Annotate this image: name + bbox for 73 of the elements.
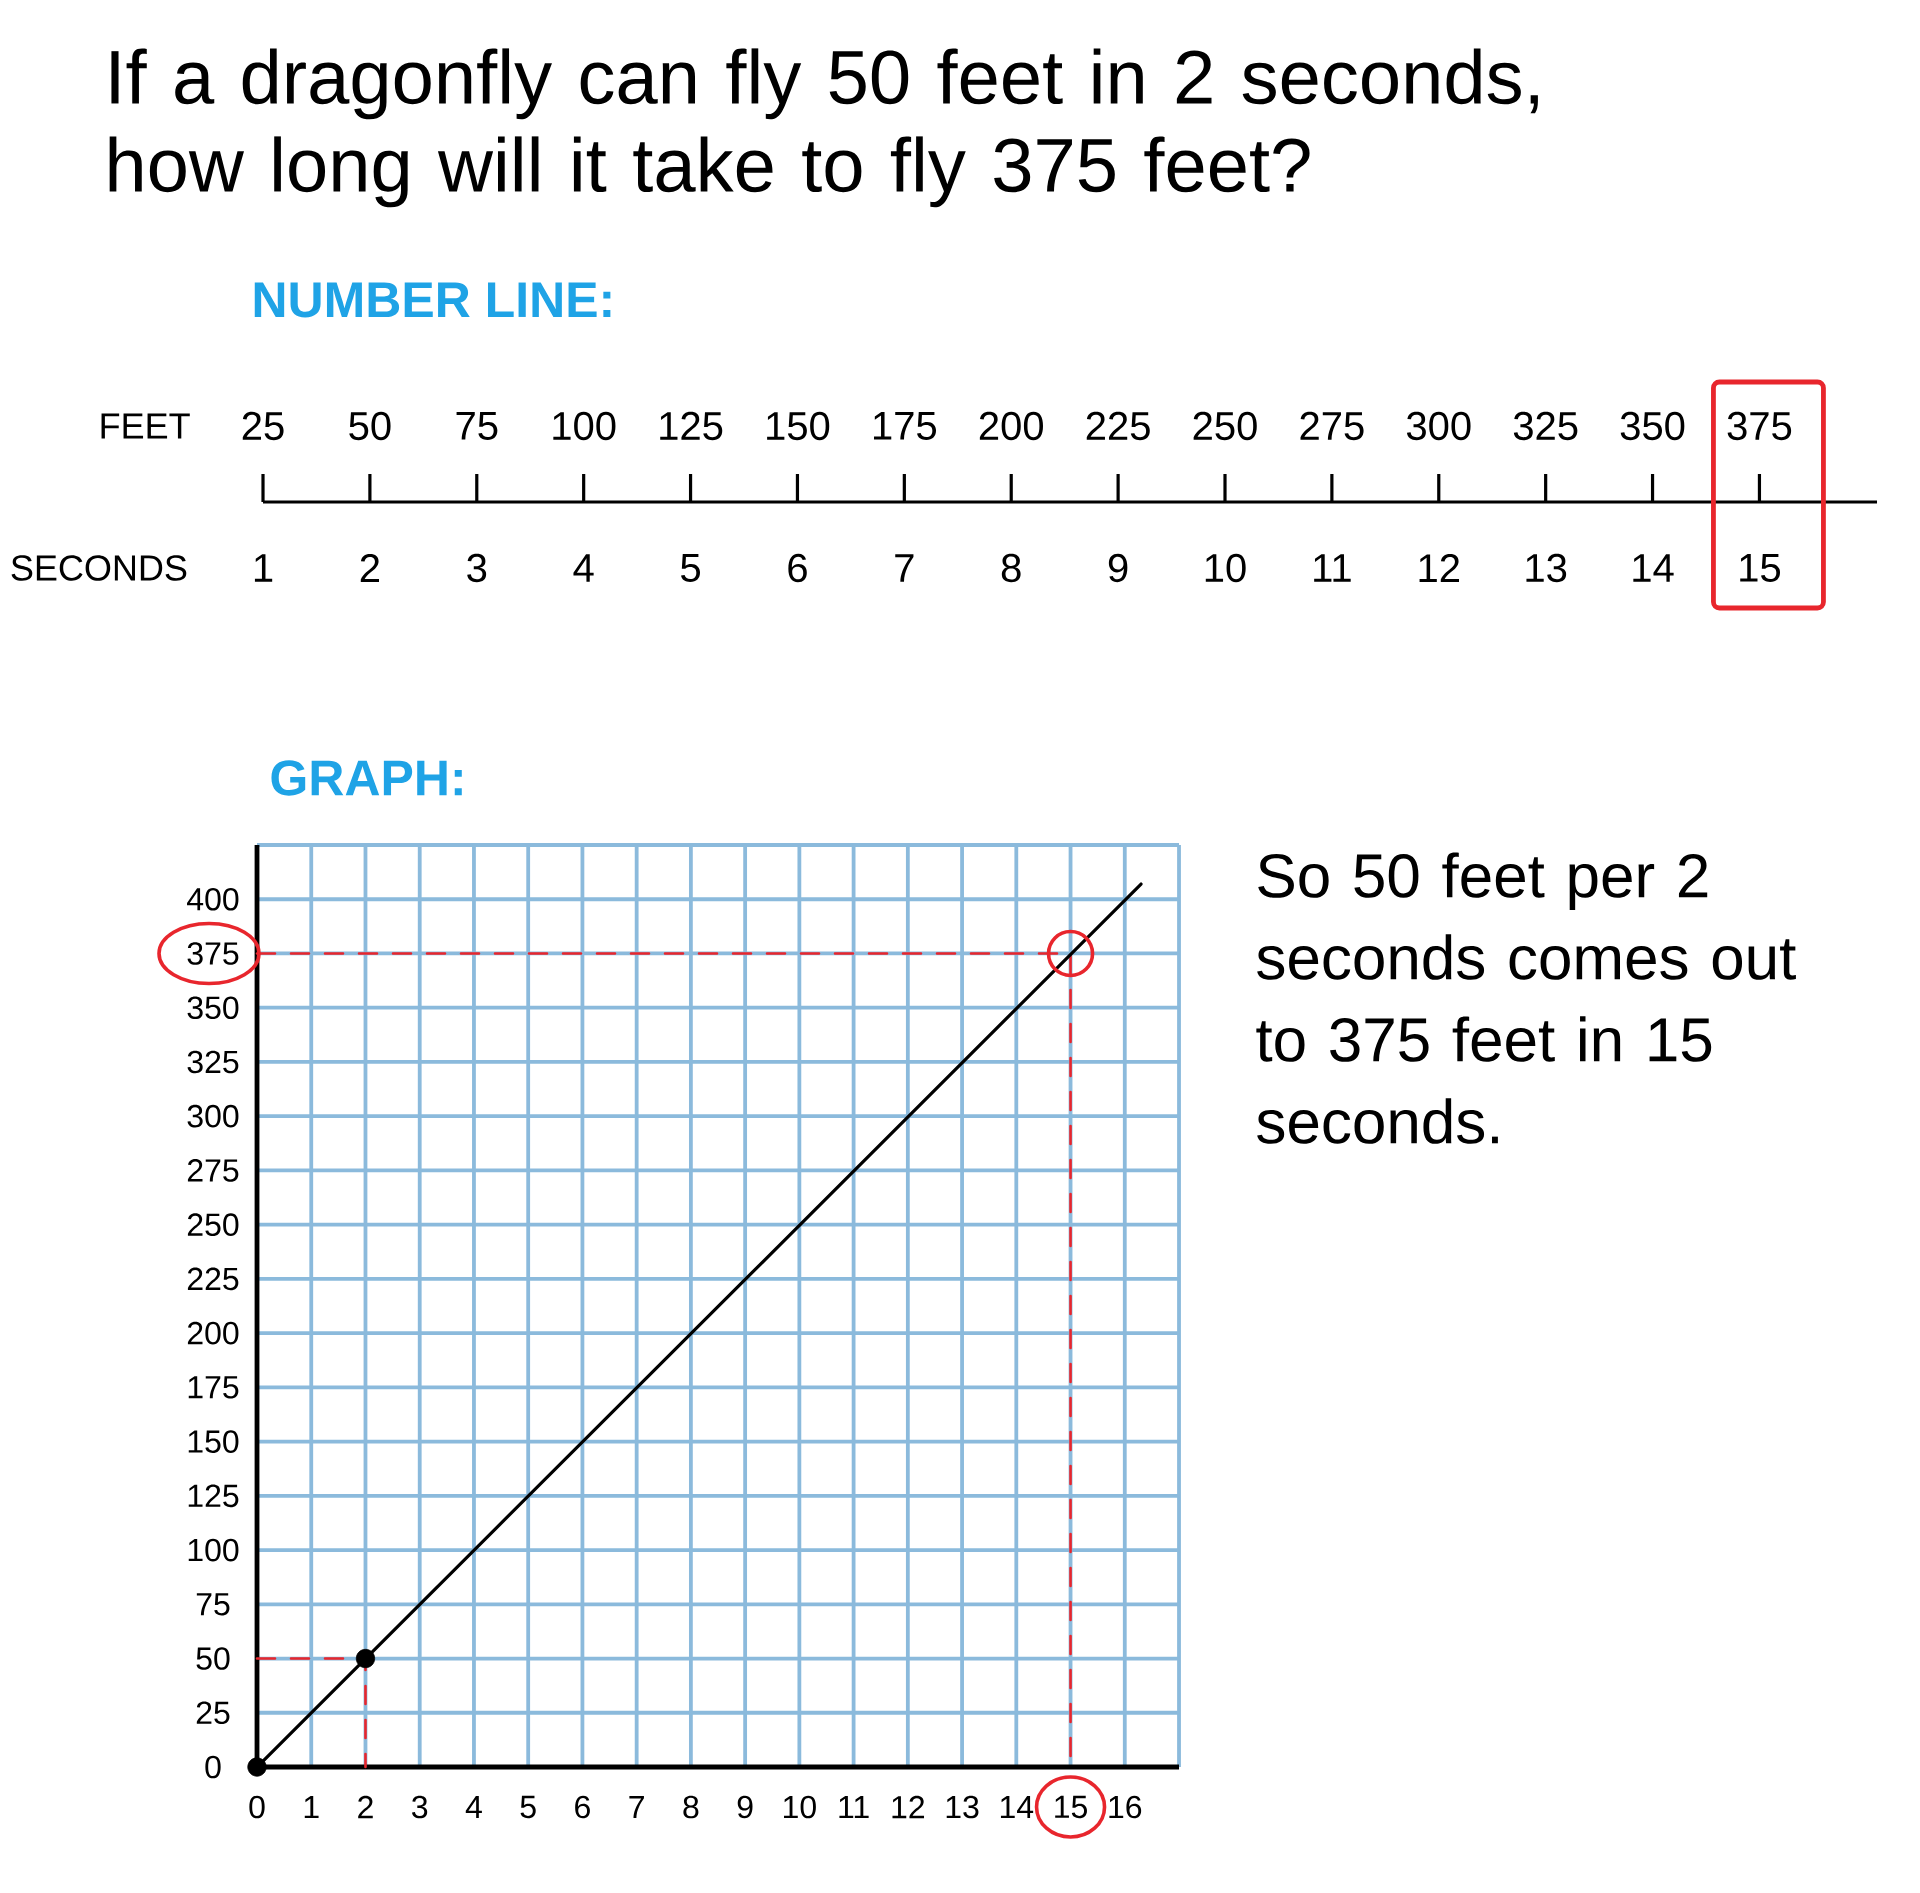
y-tick-label: 275 [187, 1159, 239, 1182]
y-tick-label: 125 [188, 1484, 239, 1508]
x-tick-label: 14 [1633, 554, 1674, 582]
x-tick-label: 15 [1055, 1795, 1087, 1819]
x-tick-label: 9 [737, 1795, 753, 1819]
x2-tick-label: 150 [767, 411, 830, 441]
x2-tick-label: 175 [874, 412, 937, 440]
chart-title: GRAPH: [271, 760, 462, 796]
y-tick-label: 400 [187, 887, 239, 911]
x2-tick-label: 225 [1086, 411, 1150, 441]
x-tick-label: 1 [254, 554, 273, 582]
y-tick-label: 350 [187, 996, 239, 1020]
x-tick-label: 8 [1001, 553, 1021, 583]
x-tick-label: 1 [304, 1796, 319, 1819]
x-tick-label: 10 [784, 1795, 816, 1819]
x2-tick-label: 125 [660, 411, 723, 441]
x2-axis-title: FEET [101, 413, 190, 439]
x-tick-label: 14 [1000, 1796, 1034, 1819]
x-tick-label: 10 [1205, 553, 1246, 583]
chart-title: If a dragonfly can fly 50 feet in 2 seconds, how long will it take to fly 375 feet? [109, 48, 1538, 208]
text: So 50 feet per 2 seconds comes out to 375 feet in 15 seconds. [1256, 852, 1796, 1144]
y-tick-label: 200 [187, 1321, 239, 1345]
x2-tick-label: 100 [553, 411, 616, 441]
x-tick-label: 11 [839, 1796, 869, 1819]
x-tick-label: 2 [360, 554, 379, 582]
x-tick-label: 7 [629, 1796, 644, 1819]
x2-tick-label: 300 [1406, 411, 1471, 441]
y-tick-label: 100 [188, 1538, 239, 1562]
x2-tick-label: 75 [456, 412, 498, 440]
point [247, 1757, 267, 1777]
x-tick-label: 2 [358, 1795, 373, 1819]
x-tick-label: 13 [1526, 553, 1567, 583]
point [355, 1648, 376, 1669]
y-tick-label: 300 [187, 1104, 239, 1128]
x-axis-title: SECONDS [11, 555, 187, 581]
x-tick-label: 4 [465, 1796, 482, 1819]
y-tick-label: 75 [196, 1593, 230, 1616]
x-tick-label: 12 [1419, 554, 1459, 582]
x2-tick-label: 200 [979, 411, 1043, 441]
x2-tick-label: 50 [349, 411, 391, 441]
y-tick-label: 0 [205, 1755, 221, 1779]
x-tick-label: 3 [412, 1795, 428, 1819]
x-tick-label: 6 [575, 1795, 590, 1819]
x-tick-label: 13 [946, 1795, 979, 1819]
y-tick-label: 150 [188, 1430, 239, 1453]
x2-tick-label: 350 [1620, 411, 1685, 441]
y-tick-label: 250 [187, 1213, 239, 1236]
x-tick-label: 7 [895, 554, 914, 582]
y-tick-label: 175 [188, 1376, 239, 1399]
y-tick-label: 225 [187, 1267, 239, 1291]
chart-subtitle: NUMBER LINE: [254, 282, 611, 318]
x-tick-label: 12 [892, 1795, 925, 1819]
y-tick-label: 50 [196, 1647, 230, 1670]
point [1046, 929, 1095, 978]
x2-tick-label: 375 [1727, 411, 1792, 441]
x2-tick-label: 275 [1300, 411, 1364, 441]
x2-tick-label: 325 [1513, 411, 1578, 441]
x-tick-label: 4 [573, 554, 594, 582]
x-tick-label: 3 [467, 553, 487, 583]
x-tick-label: 9 [1108, 553, 1128, 583]
x-tick-label: 16 [1109, 1795, 1142, 1819]
x-tick-label: 0 [249, 1795, 265, 1819]
x2-tick-label: 250 [1193, 411, 1257, 441]
x-tick-label: 6 [788, 553, 807, 583]
x-tick-label: 5 [520, 1795, 536, 1819]
x2-tick-label: 25 [242, 411, 284, 441]
x-tick-label: 15 [1740, 554, 1781, 582]
x-tick-label: 8 [683, 1795, 699, 1819]
x-tick-label: 11 [1314, 554, 1351, 582]
y-tick-label: 25 [196, 1701, 230, 1725]
y-tick-label: 325 [187, 1050, 239, 1074]
y-tick-label: 375 [187, 942, 239, 965]
x-tick-label: 5 [681, 554, 701, 582]
